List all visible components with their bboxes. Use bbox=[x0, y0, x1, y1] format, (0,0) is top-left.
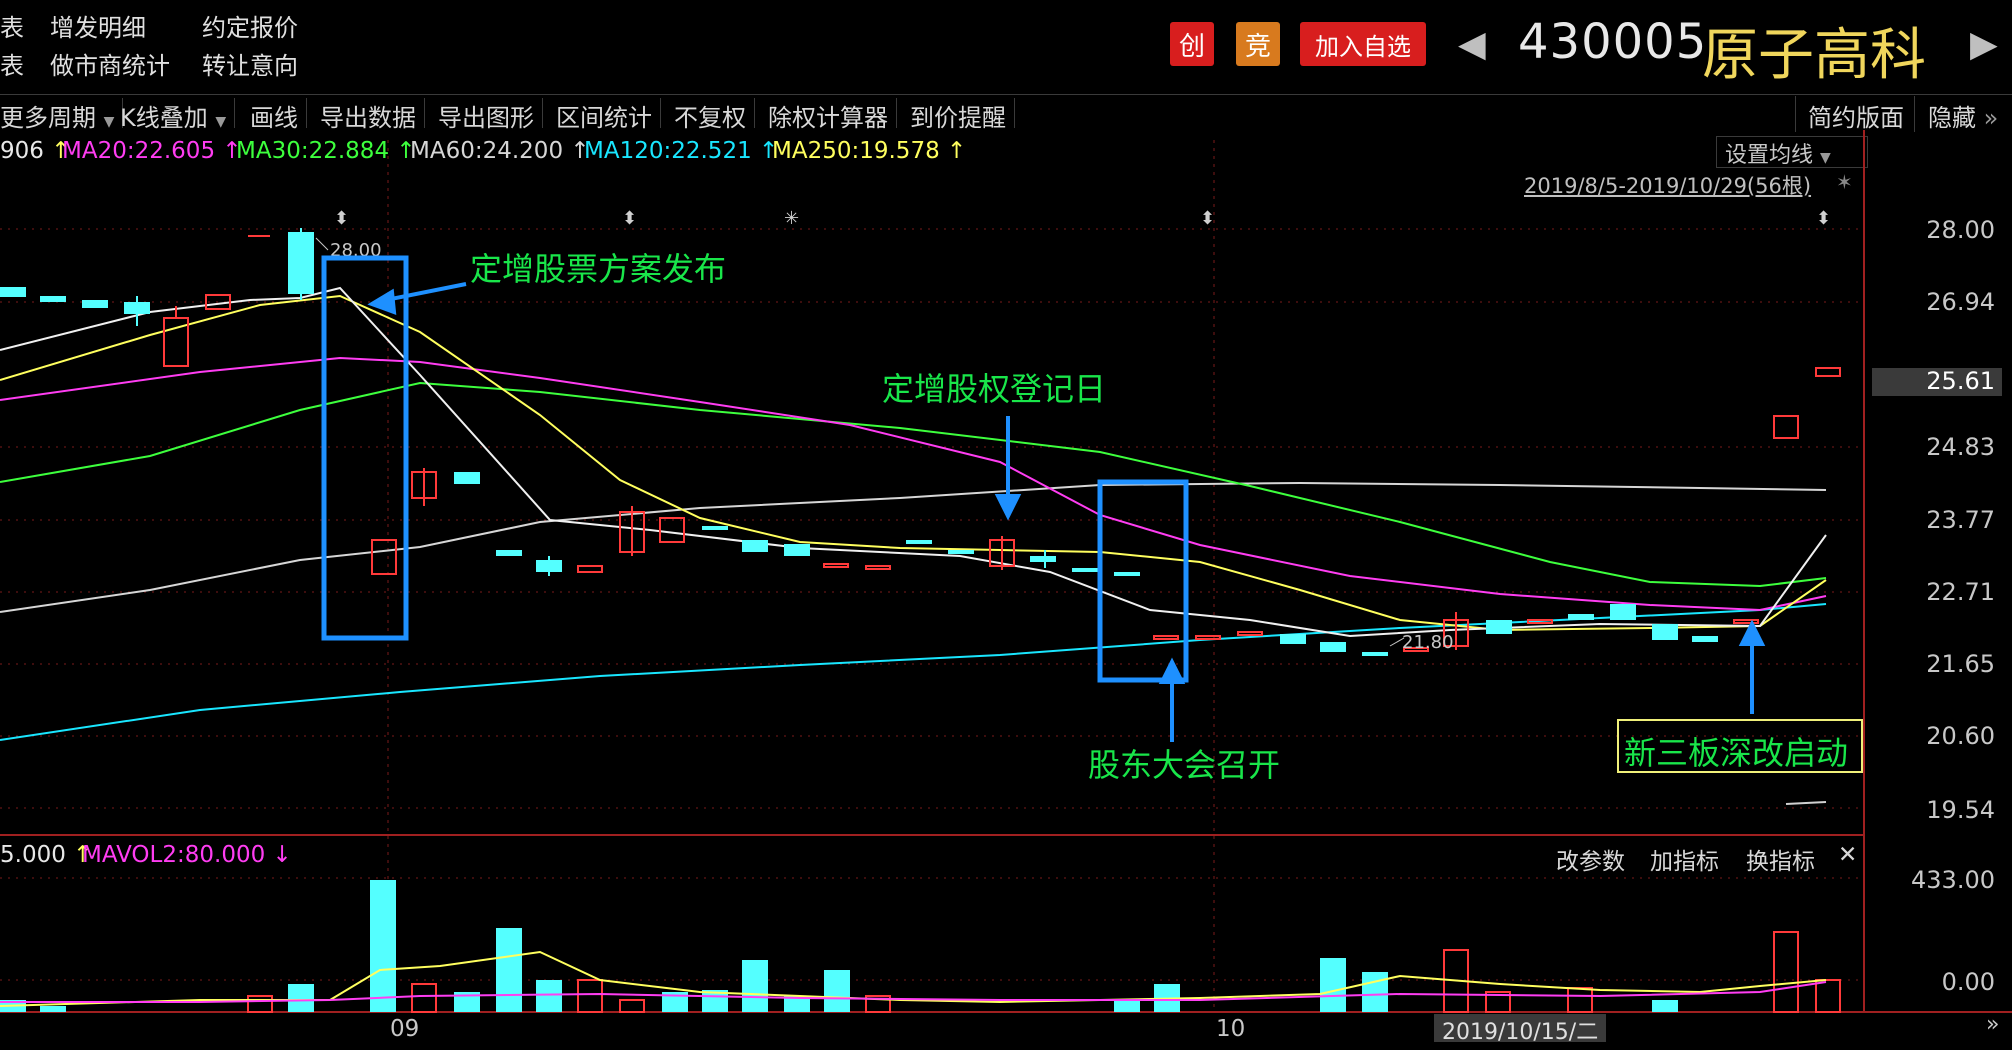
scroll-right-icon[interactable]: » bbox=[1986, 1012, 2000, 1037]
chuang-badge[interactable]: 创 bbox=[1170, 22, 1214, 66]
add-watchlist-button[interactable]: 加入自选 bbox=[1300, 22, 1426, 66]
vol-legend-partial: 5.000 ↑ bbox=[0, 842, 93, 868]
ma-settings-button[interactable]: 设置均线 ▼ bbox=[1716, 136, 1868, 168]
annotation-placement-announce: 定增股票方案发布 bbox=[470, 250, 727, 288]
ma20-legend: MA20:22.605 ↑ bbox=[62, 138, 242, 164]
low-price-label: 21.80 bbox=[1402, 632, 1454, 653]
ma250-legend: MA250:19.578 ↑ bbox=[772, 138, 967, 164]
ma30-legend: MA30:22.884 ↑ bbox=[236, 138, 416, 164]
candlestick-chart[interactable]: ⬍ ⬍ ✳ ⬍ ⬍ bbox=[0, 130, 2012, 1050]
toolbar-kline-overlay[interactable]: K线叠加 ▼ bbox=[120, 98, 236, 132]
close-icon[interactable]: ✕ bbox=[1838, 842, 1858, 868]
toolbar-more-periods[interactable]: 更多周期 ▼ bbox=[0, 98, 124, 132]
mavol2-legend: MAVOL2:80.000 ↓ bbox=[82, 842, 292, 868]
ma60-legend: MA60:24.200 ↑ bbox=[410, 138, 590, 164]
modify-params-button[interactable]: 改参数 bbox=[1556, 849, 1625, 875]
toolbar-no-adjust[interactable]: 不复权 bbox=[674, 98, 755, 132]
annotation-neeq-reform: 新三板深改启动 bbox=[1624, 734, 1849, 772]
svg-text:⬍: ⬍ bbox=[1816, 208, 1831, 229]
price-tick: 20.60 bbox=[1926, 722, 1995, 750]
price-tick: 23.77 bbox=[1926, 506, 1995, 534]
x-tick-sep: 09 bbox=[390, 1016, 420, 1042]
nav-link-partial-1[interactable]: 表 bbox=[0, 14, 24, 42]
svg-text:⬍: ⬍ bbox=[1200, 208, 1215, 229]
ma-legend-partial: 906 ↑ bbox=[0, 138, 71, 164]
toolbar-price-alert[interactable]: 到价提醒 bbox=[910, 98, 1015, 132]
price-tick: 24.83 bbox=[1926, 433, 1995, 461]
toolbar-hide[interactable]: 隐藏 » bbox=[1928, 104, 1999, 132]
next-stock-icon[interactable]: ▶ bbox=[1970, 24, 1998, 65]
stock-name: 原子高科 bbox=[1702, 23, 1926, 88]
toolbar-range-stats[interactable]: 区间统计 bbox=[556, 98, 661, 132]
toolbar bbox=[0, 94, 2012, 135]
pin-icon[interactable]: ✶ bbox=[1836, 170, 1853, 194]
toolbar-ex-rights-calculator[interactable]: 除权计算器 bbox=[768, 98, 897, 132]
toolbar-simple-layout[interactable]: 简约版面 bbox=[1808, 104, 1904, 132]
price-tick: 22.71 bbox=[1926, 578, 1995, 606]
nav-link-market-maker-stats[interactable]: 做市商统计 bbox=[50, 52, 170, 80]
switch-indicator-button[interactable]: 换指标 bbox=[1746, 849, 1815, 875]
toolbar-draw-line[interactable]: 画线 bbox=[250, 98, 307, 132]
cursor-date-label: 2019/10/15/二 bbox=[1434, 1014, 1607, 1045]
nav-link-transfer-intent[interactable]: 转让意向 bbox=[202, 52, 298, 80]
annotation-shareholder-meeting: 股东大会召开 bbox=[1088, 746, 1281, 784]
nav-link-partial-2[interactable]: 表 bbox=[0, 52, 24, 80]
ma120-legend: MA120:22.521 ↑ bbox=[584, 138, 779, 164]
toolbar-export-chart[interactable]: 导出图形 bbox=[438, 98, 543, 132]
add-indicator-button[interactable]: 加指标 bbox=[1650, 849, 1719, 875]
nav-link-agreed-quote[interactable]: 约定报价 bbox=[202, 14, 298, 42]
jing-badge[interactable]: 竞 bbox=[1236, 22, 1280, 66]
svg-text:⬍: ⬍ bbox=[622, 208, 637, 229]
volume-tick: 0.00 bbox=[1941, 968, 1995, 996]
current-price-tick: 25.61 bbox=[1926, 367, 1995, 395]
annotation-record-date: 定增股权登记日 bbox=[882, 370, 1107, 408]
stock-code: 430005 bbox=[1518, 14, 1708, 70]
price-tick: 26.94 bbox=[1926, 288, 1995, 316]
toolbar-more-icon: » bbox=[1983, 104, 1999, 132]
price-tick: 28.00 bbox=[1926, 216, 1995, 244]
price-tick: 21.65 bbox=[1926, 650, 1995, 678]
svg-text:⬍: ⬍ bbox=[334, 208, 349, 229]
volume-tick: 433.00 bbox=[1911, 866, 1995, 894]
x-tick-oct: 10 bbox=[1216, 1016, 1246, 1042]
prev-stock-icon[interactable]: ◀ bbox=[1458, 24, 1486, 65]
price-tick: 19.54 bbox=[1926, 796, 1995, 824]
date-range-label: 2019/8/5-2019/10/29(56根) bbox=[1524, 174, 1812, 198]
toolbar-export-data[interactable]: 导出数据 bbox=[320, 98, 425, 132]
nav-link-issue-detail[interactable]: 增发明细 bbox=[50, 14, 146, 42]
svg-text:✳: ✳ bbox=[784, 208, 799, 229]
